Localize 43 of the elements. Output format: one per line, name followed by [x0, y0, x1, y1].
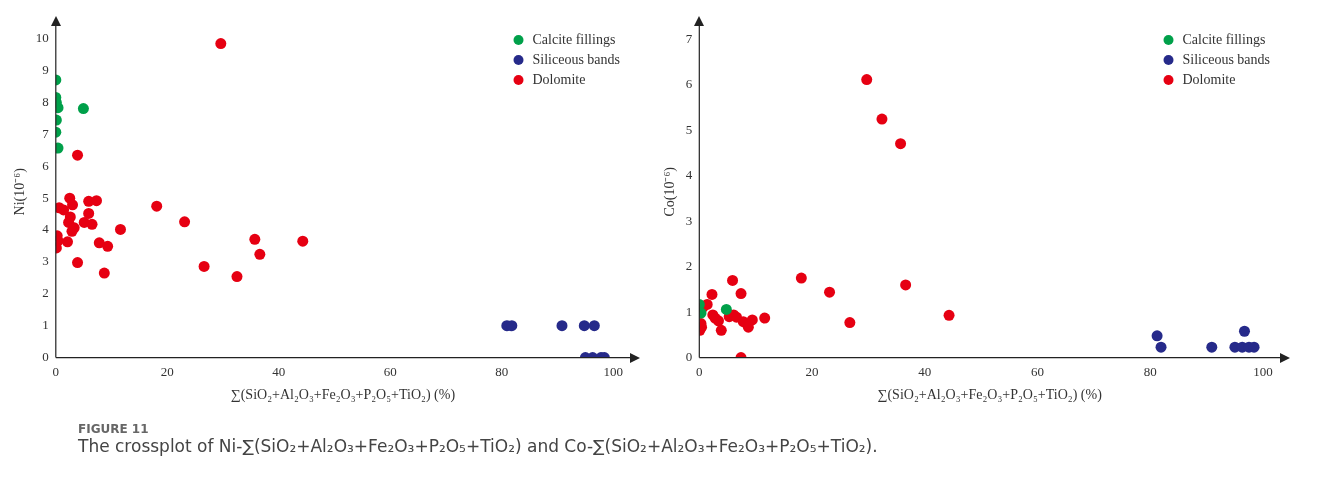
legend-label: Dolomite	[1182, 71, 1236, 87]
y-axis-title: Co(10⁻⁶)	[662, 166, 679, 217]
x-tick-label: 80	[1143, 363, 1157, 379]
x-tick-label: 40	[918, 363, 932, 379]
x-axis-title: ∑(SiO₂+Al₂O₃+Fe₂O₃+P₂O₅+TiO₂) (%)	[230, 387, 456, 404]
legend-label: Dolomite	[532, 71, 586, 87]
y-tick-label: 4	[685, 167, 693, 183]
y-tick-label: 6	[42, 157, 50, 173]
y-tick-label: 5	[42, 189, 49, 205]
y-tick-label: 9	[42, 62, 49, 78]
x-axis-title: ∑(SiO₂+Al₂O₃+Fe₂O₃+P₂O₅+TiO₂) (%)	[877, 387, 1103, 404]
y-tick-label: 2	[685, 258, 693, 274]
x-tick-label: 20	[805, 363, 819, 379]
x-tick-label: 0	[696, 363, 703, 379]
x-tick-label: 60	[1031, 363, 1045, 379]
y-tick-label: 5	[685, 121, 693, 137]
x-tick-label: 60	[383, 363, 397, 379]
x-tick-label: 80	[495, 363, 509, 379]
y-tick-label: 7	[42, 125, 50, 141]
x-tick-label: 20	[160, 363, 174, 379]
legend-label: Siliceous bands	[1182, 51, 1271, 67]
y-tick-label: 0	[42, 349, 49, 365]
x-tick-label: 100	[603, 363, 624, 379]
x-tick-label: 40	[272, 363, 286, 379]
x-tick-label: 100	[1253, 363, 1273, 379]
y-axis-title: Ni(10⁻⁶)	[12, 167, 29, 216]
y-tick-label: 1	[685, 303, 693, 319]
y-tick-label: 10	[35, 30, 49, 46]
legend-label: Calcite fillings	[1182, 31, 1266, 47]
text: The crossplot of Ni-∑(SiO₂+Al₂O₃+Fe₂O₃+P₂O₅+TiO₂) and Co-∑(SiO₂+Al₂O₃+Fe₂O₃+P₂O₅+TiO₂).	[78, 436, 879, 456]
legend-label: Calcite fillings	[532, 31, 616, 47]
y-tick-label: 2	[42, 285, 49, 301]
y-tick-label: 3	[685, 212, 693, 228]
x-tick-label: 0	[52, 363, 60, 379]
y-tick-label: 8	[42, 93, 49, 109]
y-tick-label: 6	[685, 76, 693, 92]
y-tick-label: 3	[42, 253, 49, 269]
y-tick-label: 4	[42, 221, 50, 237]
legend-label: Siliceous bands	[532, 51, 621, 67]
y-tick-label: 7	[685, 31, 693, 47]
y-tick-label: 0	[685, 349, 693, 365]
caption: FIGURE 11	[78, 422, 150, 436]
y-tick-label: 1	[42, 317, 49, 333]
